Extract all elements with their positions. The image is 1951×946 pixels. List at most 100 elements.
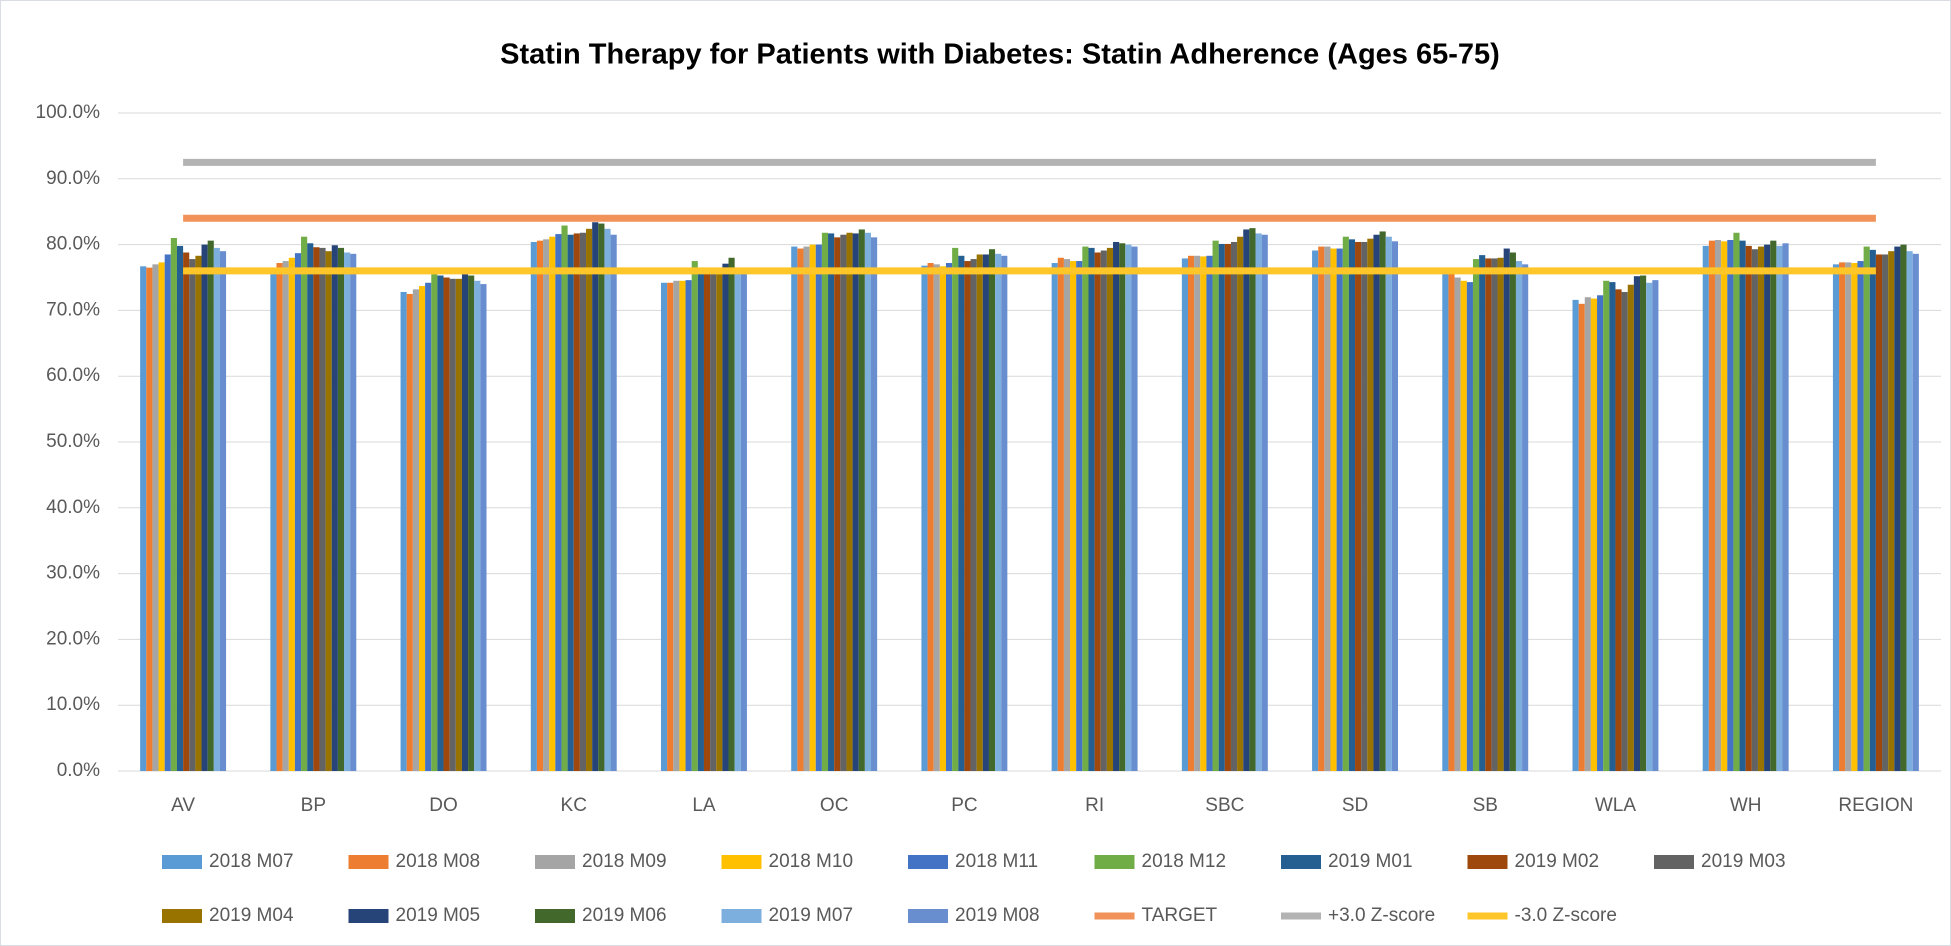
bar xyxy=(610,234,617,772)
bar xyxy=(1764,244,1771,772)
bar xyxy=(1875,254,1883,772)
x-tick-label: WH xyxy=(1730,795,1762,816)
bar xyxy=(728,257,735,771)
bar xyxy=(431,274,438,771)
bar xyxy=(331,245,338,771)
bar xyxy=(1391,241,1399,771)
bar xyxy=(1255,233,1262,771)
bar xyxy=(1212,240,1219,772)
bar xyxy=(1770,240,1777,772)
bar xyxy=(945,263,953,771)
bar xyxy=(1312,250,1319,772)
bar xyxy=(1479,255,1486,772)
bar xyxy=(468,275,475,771)
bar xyxy=(1491,258,1498,772)
x-tick-label: SD xyxy=(1342,795,1368,816)
x-tick-label: LA xyxy=(692,795,716,816)
bar xyxy=(1125,244,1132,772)
bar xyxy=(673,280,680,771)
legend-label: +3.0 Z-score xyxy=(1328,905,1435,926)
legend-label: 2019 M01 xyxy=(1328,851,1413,872)
legend-label: 2018 M08 xyxy=(396,851,481,872)
bar xyxy=(555,234,562,771)
bar xyxy=(418,286,426,771)
y-tick-label: 40.0% xyxy=(46,497,100,518)
bar xyxy=(1187,255,1195,771)
bar xyxy=(350,253,357,771)
bar xyxy=(455,278,462,771)
bar xyxy=(474,280,481,771)
bar xyxy=(1460,280,1467,771)
legend-swatch xyxy=(162,909,202,923)
bar xyxy=(1603,280,1610,771)
bar xyxy=(815,244,822,772)
bar xyxy=(219,251,227,771)
bar xyxy=(1200,256,1207,772)
bar xyxy=(1912,253,1919,771)
bar xyxy=(1466,282,1473,771)
bar xyxy=(176,245,184,771)
bar xyxy=(325,251,332,771)
bar xyxy=(1845,262,1852,771)
bar xyxy=(1888,251,1895,771)
bar xyxy=(294,253,302,772)
bar xyxy=(685,280,692,771)
bar xyxy=(1572,299,1579,771)
bar xyxy=(1001,255,1008,771)
bar xyxy=(201,244,208,772)
bar xyxy=(1721,241,1728,771)
y-tick-label: 100.0% xyxy=(36,102,101,123)
bar xyxy=(567,234,574,772)
bar xyxy=(821,232,829,772)
bar xyxy=(573,233,580,771)
legend-swatch xyxy=(908,909,948,923)
bar xyxy=(1714,239,1722,771)
bar xyxy=(1373,234,1380,772)
y-tick-label: 0.0% xyxy=(57,760,100,781)
bar xyxy=(536,240,544,772)
bar xyxy=(1894,246,1901,772)
bar xyxy=(1076,261,1083,771)
bar xyxy=(207,240,214,772)
bar xyxy=(604,228,611,772)
bar xyxy=(840,234,847,772)
bar xyxy=(561,225,568,771)
bar xyxy=(1051,263,1058,771)
bar xyxy=(183,252,190,772)
bar xyxy=(1906,251,1913,771)
x-tick-label: REGION xyxy=(1838,795,1913,816)
bar xyxy=(667,282,674,771)
bar xyxy=(1224,243,1231,771)
bar xyxy=(1237,236,1244,772)
bar xyxy=(319,247,326,771)
bar xyxy=(982,254,989,772)
legend-swatch xyxy=(908,855,948,869)
bar xyxy=(288,257,295,771)
bar xyxy=(710,270,717,771)
bar xyxy=(1342,236,1349,772)
bar xyxy=(1863,246,1870,772)
bar xyxy=(307,243,314,771)
bar xyxy=(1646,282,1653,771)
bar xyxy=(1590,298,1598,771)
x-tick-label: KC xyxy=(561,795,587,816)
y-tick-label: 10.0% xyxy=(46,694,100,715)
bar xyxy=(164,254,171,772)
bar xyxy=(958,255,965,771)
bar xyxy=(579,232,587,772)
bar xyxy=(1597,295,1604,771)
bar xyxy=(270,267,277,771)
bar xyxy=(927,263,934,771)
bar xyxy=(592,222,599,771)
bar xyxy=(195,255,202,771)
bar xyxy=(970,259,977,771)
bar xyxy=(1448,268,1455,771)
bar xyxy=(1503,248,1510,772)
bar xyxy=(1652,280,1659,771)
x-tick-label: DO xyxy=(429,795,458,816)
bar xyxy=(1454,277,1461,771)
bar xyxy=(146,267,153,771)
bar xyxy=(140,266,147,771)
bar xyxy=(846,232,853,772)
bar xyxy=(1640,275,1647,771)
